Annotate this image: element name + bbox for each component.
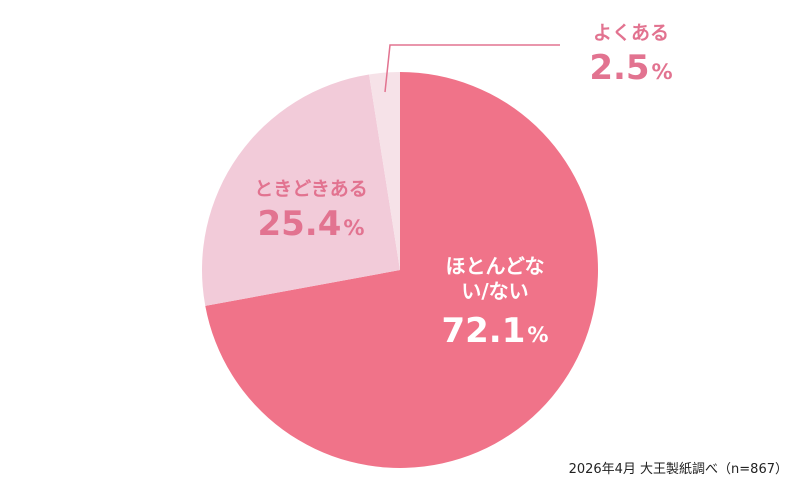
slice-label-value: 25.4 — [257, 204, 342, 244]
source-note: 2026年4月 大王製紙調べ（n=867） — [568, 462, 788, 477]
percent-unit: % — [651, 59, 673, 84]
label-hotondonai: ほとんどない/ない 72.1% — [420, 254, 570, 348]
label-tokidokiaru: ときどきある 25.4% — [236, 178, 386, 244]
label-yokuaru: よくある 2.5% — [566, 22, 696, 88]
slice-hotondonai — [205, 72, 599, 468]
slice-label-name: ときどきある — [254, 178, 368, 200]
slice-tokidokiaru — [202, 74, 400, 306]
percent-unit: % — [343, 215, 365, 240]
slice-label-name: よくある — [592, 22, 669, 44]
slice-label-value: 2.5 — [589, 48, 650, 88]
slice-label-name: ほとんどない/ない — [445, 254, 545, 303]
slice-label-value: 72.1 — [441, 311, 526, 351]
slice-yokuaru — [369, 72, 400, 270]
percent-unit: % — [527, 322, 549, 347]
leader-line-yokuaru — [384, 44, 560, 93]
